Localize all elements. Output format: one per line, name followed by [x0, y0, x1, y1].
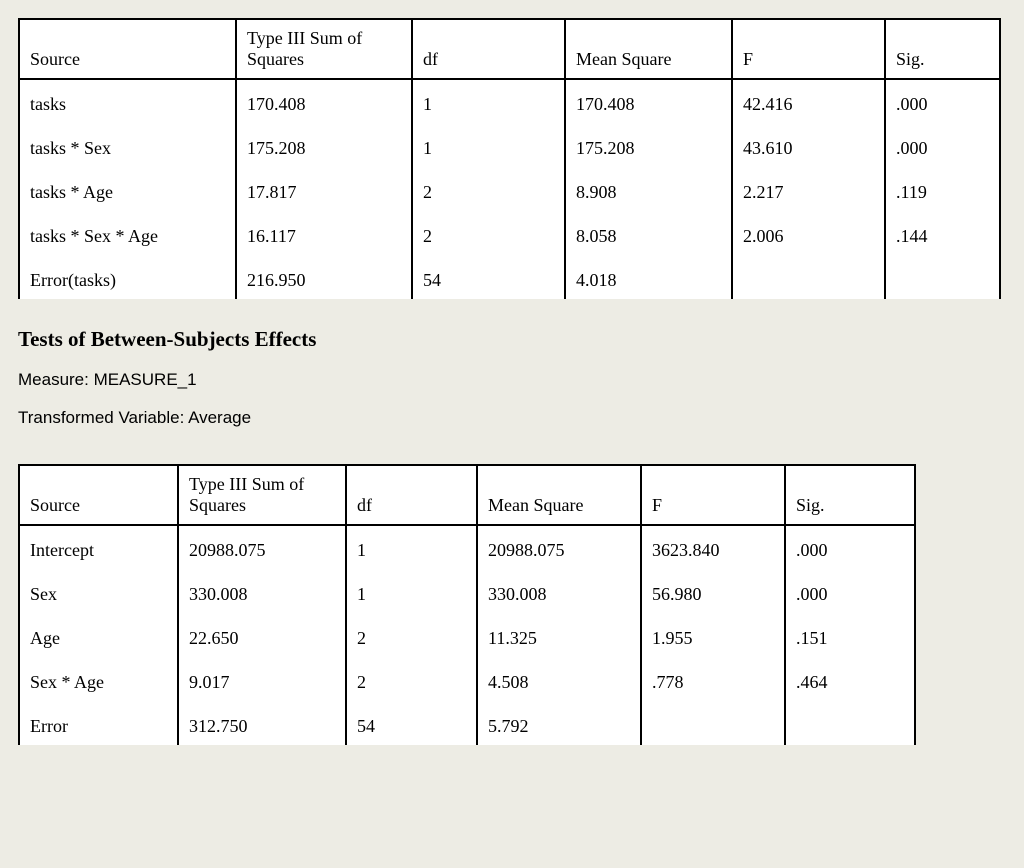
table-row: Error312.750545.792 — [19, 701, 915, 745]
table-cell: 2.217 — [732, 167, 885, 211]
between-subjects-table: Source Type III Sum of Squares df Mean S… — [18, 464, 916, 745]
table-cell: Sex * Age — [19, 657, 178, 701]
table-cell: .144 — [885, 211, 1000, 255]
table-cell: 17.817 — [236, 167, 412, 211]
table-cell: tasks * Sex — [19, 123, 236, 167]
table-cell — [732, 255, 885, 299]
table-cell — [785, 701, 915, 745]
col-df: df — [346, 465, 477, 525]
table-cell: 54 — [346, 701, 477, 745]
table-body: Intercept20988.075120988.0753623.840.000… — [19, 525, 915, 745]
table-cell: tasks * Sex * Age — [19, 211, 236, 255]
table-cell: tasks — [19, 79, 236, 123]
col-mean-square: Mean Square — [565, 19, 732, 79]
col-mean-square: Mean Square — [477, 465, 641, 525]
table-row: tasks * Age17.81728.9082.217.119 — [19, 167, 1000, 211]
col-type3-ss: Type III Sum of Squares — [178, 465, 346, 525]
table-cell: 2 — [346, 613, 477, 657]
table-cell: 54 — [412, 255, 565, 299]
table-cell: 1 — [346, 569, 477, 613]
table-cell: 43.610 — [732, 123, 885, 167]
table-cell: 1.955 — [641, 613, 785, 657]
table-cell: 2 — [346, 657, 477, 701]
table-row: tasks170.4081170.40842.416.000 — [19, 79, 1000, 123]
table-cell: tasks * Age — [19, 167, 236, 211]
col-df: df — [412, 19, 565, 79]
col-f: F — [641, 465, 785, 525]
table-row: Intercept20988.075120988.0753623.840.000 — [19, 525, 915, 569]
table-cell: Error — [19, 701, 178, 745]
table-cell: 20988.075 — [178, 525, 346, 569]
table-row: Age22.650211.3251.955.151 — [19, 613, 915, 657]
table-cell: 1 — [412, 123, 565, 167]
table-cell: 170.408 — [565, 79, 732, 123]
table-cell — [641, 701, 785, 745]
table-cell: .000 — [885, 79, 1000, 123]
table-cell: .000 — [785, 569, 915, 613]
table-header-row: Source Type III Sum of Squares df Mean S… — [19, 465, 915, 525]
table-cell: 2.006 — [732, 211, 885, 255]
col-sig: Sig. — [885, 19, 1000, 79]
table-cell: 4.508 — [477, 657, 641, 701]
transformed-variable-line: Transformed Variable: Average — [18, 408, 1006, 428]
table-cell: 9.017 — [178, 657, 346, 701]
col-type3-ss: Type III Sum of Squares — [236, 19, 412, 79]
table-cell: Error(tasks) — [19, 255, 236, 299]
table-cell: .119 — [885, 167, 1000, 211]
table-cell: 330.008 — [477, 569, 641, 613]
table-cell: 175.208 — [565, 123, 732, 167]
table-cell: 42.416 — [732, 79, 885, 123]
table-cell: 330.008 — [178, 569, 346, 613]
table-cell: Sex — [19, 569, 178, 613]
col-source: Source — [19, 465, 178, 525]
table-row: tasks * Sex175.2081175.20843.610.000 — [19, 123, 1000, 167]
col-source: Source — [19, 19, 236, 79]
table-cell: 216.950 — [236, 255, 412, 299]
table-row: tasks * Sex * Age16.11728.0582.006.144 — [19, 211, 1000, 255]
table-row: Error(tasks)216.950544.018 — [19, 255, 1000, 299]
between-subjects-title: Tests of Between-Subjects Effects — [18, 327, 1006, 352]
table-cell: .778 — [641, 657, 785, 701]
table-cell: 11.325 — [477, 613, 641, 657]
table-cell: 22.650 — [178, 613, 346, 657]
table-cell: 3623.840 — [641, 525, 785, 569]
table-cell: 2 — [412, 167, 565, 211]
table-cell: .464 — [785, 657, 915, 701]
measure-line: Measure: MEASURE_1 — [18, 370, 1006, 390]
table-cell: Age — [19, 613, 178, 657]
table-body: tasks170.4081170.40842.416.000tasks * Se… — [19, 79, 1000, 299]
table-cell: 170.408 — [236, 79, 412, 123]
table-cell: 8.058 — [565, 211, 732, 255]
col-sig: Sig. — [785, 465, 915, 525]
table-cell: .000 — [785, 525, 915, 569]
table-row: Sex * Age9.01724.508.778.464 — [19, 657, 915, 701]
table-cell: .151 — [785, 613, 915, 657]
table-cell: 175.208 — [236, 123, 412, 167]
table-cell: .000 — [885, 123, 1000, 167]
table-cell: 20988.075 — [477, 525, 641, 569]
table-row: Sex330.0081330.00856.980.000 — [19, 569, 915, 613]
table-cell: 4.018 — [565, 255, 732, 299]
table-cell: 312.750 — [178, 701, 346, 745]
table-header-row: Source Type III Sum of Squares df Mean S… — [19, 19, 1000, 79]
table-cell: 8.908 — [565, 167, 732, 211]
within-subjects-table: Source Type III Sum of Squares df Mean S… — [18, 18, 1001, 299]
table-cell: 1 — [412, 79, 565, 123]
table-cell: 56.980 — [641, 569, 785, 613]
col-f: F — [732, 19, 885, 79]
table-cell: 1 — [346, 525, 477, 569]
table-cell: 16.117 — [236, 211, 412, 255]
table-cell — [885, 255, 1000, 299]
table-cell: 2 — [412, 211, 565, 255]
table-cell: Intercept — [19, 525, 178, 569]
table-cell: 5.792 — [477, 701, 641, 745]
